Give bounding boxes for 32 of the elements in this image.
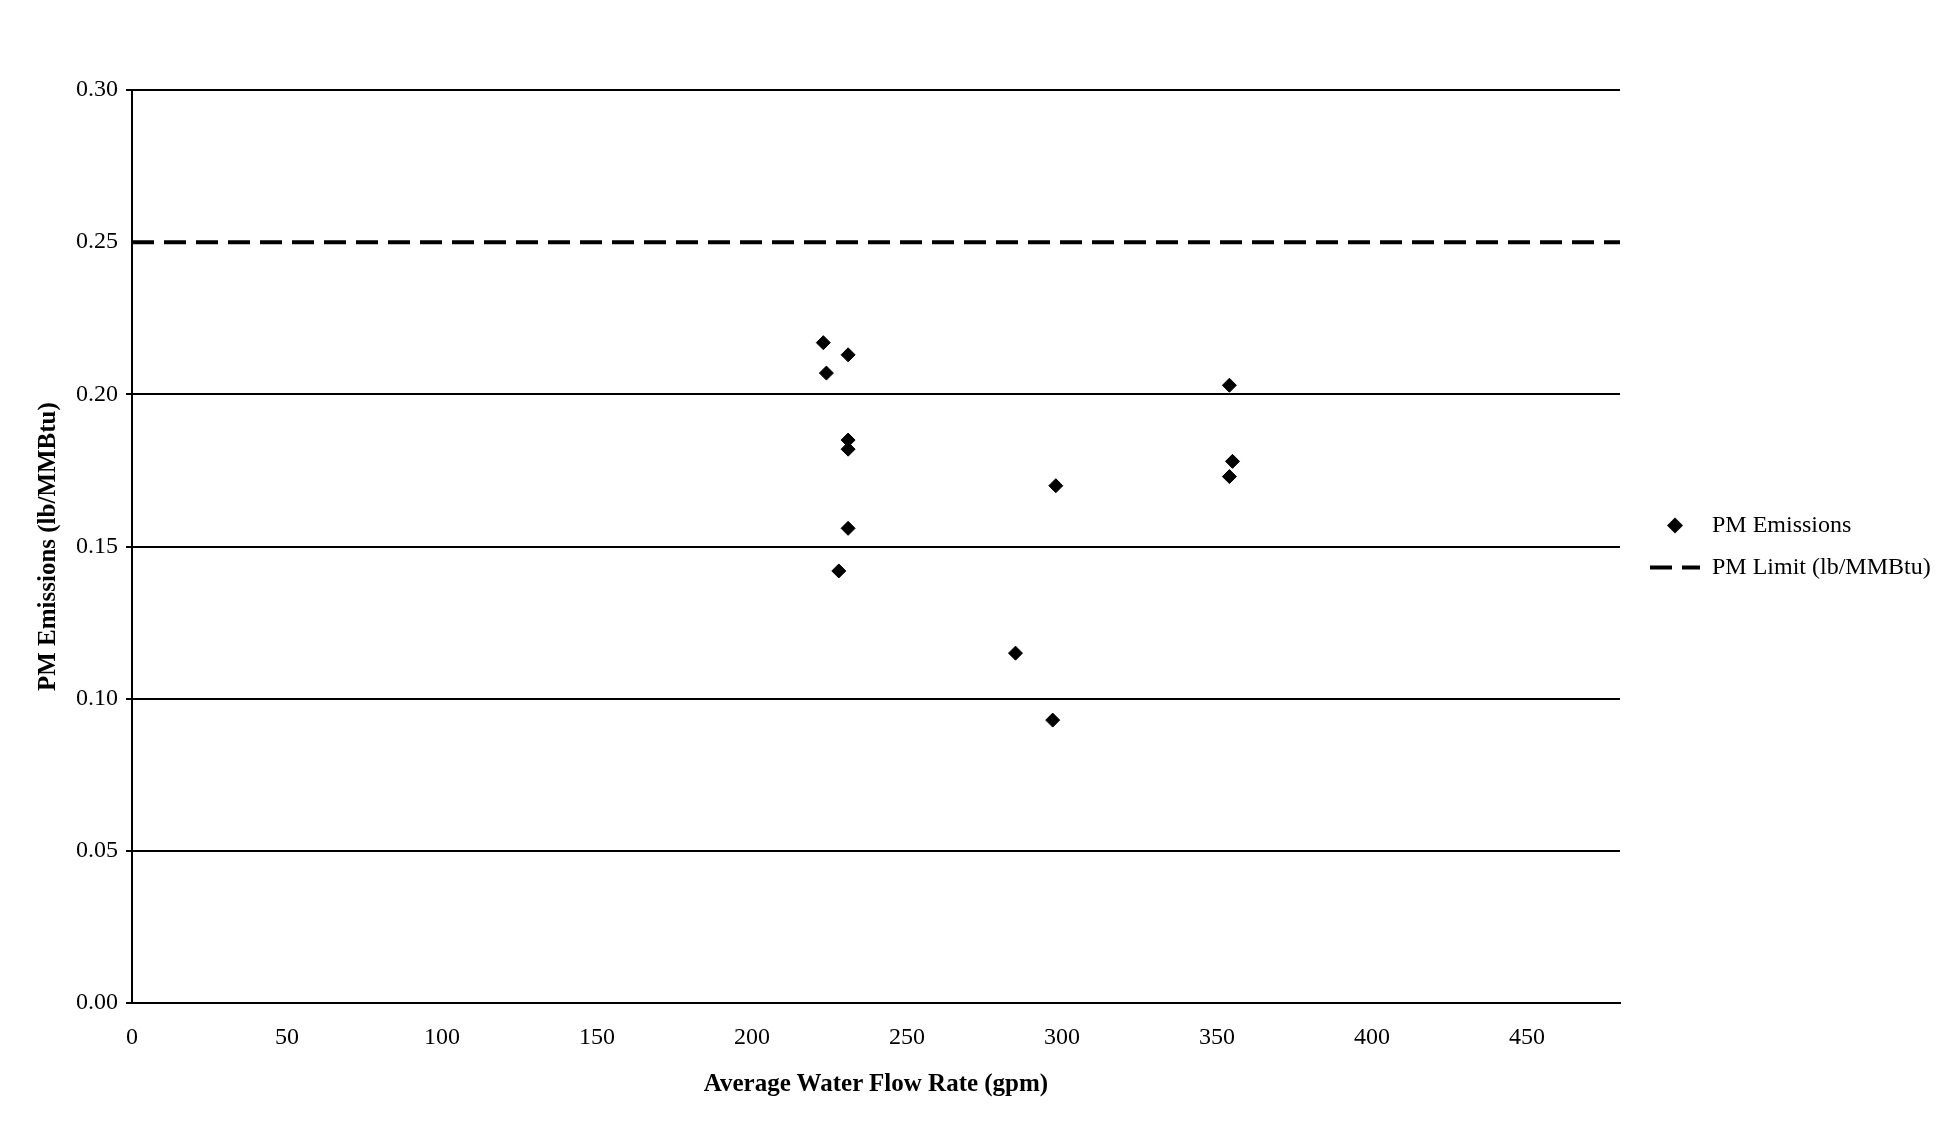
x-tick-label: 350 <box>1199 1022 1235 1049</box>
x-tick-label: 150 <box>579 1022 615 1049</box>
point <box>1048 478 1064 494</box>
point <box>840 520 856 536</box>
point <box>1221 469 1237 485</box>
x-tick-label: 400 <box>1354 1022 1390 1049</box>
legend-label: PM Limit (lb/MMBtu) <box>1712 552 1931 579</box>
point <box>831 563 847 579</box>
point <box>1225 453 1240 469</box>
x-tick-label: 50 <box>275 1022 299 1049</box>
x-tick-label: 450 <box>1509 1022 1545 1049</box>
y-tick-label: 0.10 <box>76 684 118 711</box>
y-tick-label: 0.00 <box>76 988 118 1015</box>
y-tick-label: 0.30 <box>76 75 118 102</box>
y-tick-label: 0.25 <box>76 227 118 254</box>
point <box>815 335 831 351</box>
x-tick-label: 250 <box>889 1022 925 1049</box>
x-tick-label: 200 <box>734 1022 770 1049</box>
legend-label: PM Emissions <box>1712 510 1852 537</box>
y-tick-label: 0.15 <box>76 531 118 558</box>
point <box>1045 712 1061 728</box>
y-axis-title: PM Emissions (lb/MMBtu) <box>33 402 62 692</box>
point <box>1008 645 1023 661</box>
x-tick-label: 300 <box>1044 1022 1080 1049</box>
point <box>840 347 856 363</box>
x-tick-label: 100 <box>424 1022 460 1049</box>
point <box>1221 377 1237 393</box>
x-axis-title: Average Water Flow Rate (gpm) <box>703 1069 1049 1098</box>
y-tick-label: 0.05 <box>76 836 118 863</box>
y-tick-label: 0.20 <box>76 379 118 406</box>
point <box>818 365 834 381</box>
x-tick-label: 0 <box>126 1022 138 1049</box>
